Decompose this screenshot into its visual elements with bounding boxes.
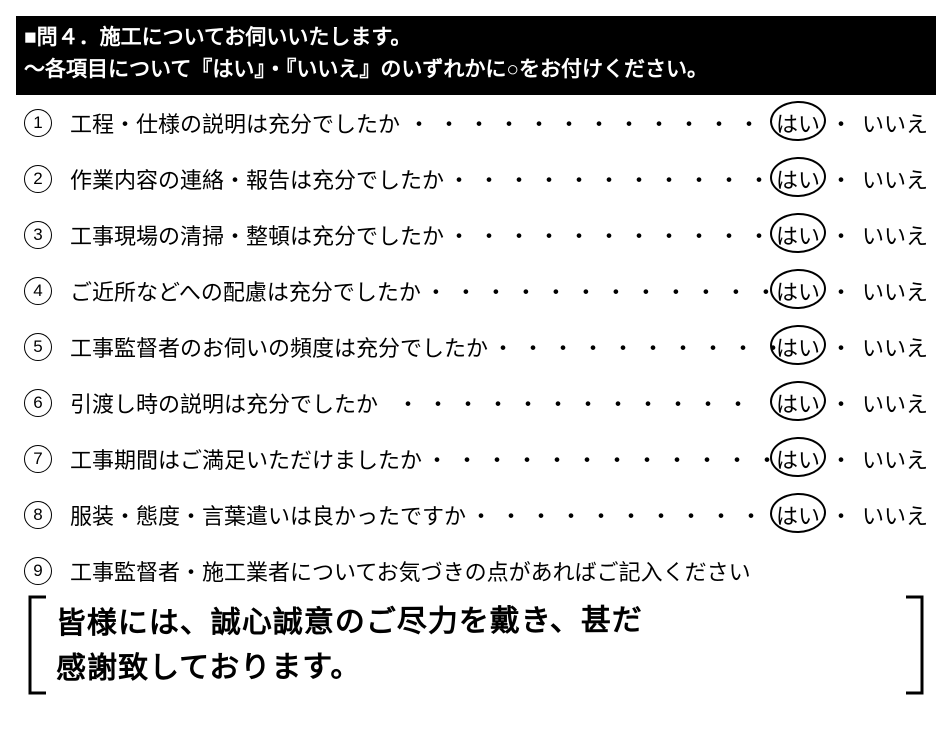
question-text: 作業内容の連絡・報告は充分でしたか: [70, 163, 444, 195]
choice-separator: ・: [830, 219, 852, 251]
header-subtitle: 〜各項目について『はい』・『いいえ』のいずれかに○をお付けください。: [24, 54, 928, 86]
leader-dots: ・・・・・・・・・・・・: [488, 331, 776, 363]
question-text: 工事期間はご満足いただけましたか: [70, 443, 422, 475]
right-bracket-icon: [902, 593, 928, 697]
choice-yes[interactable]: はい: [776, 331, 820, 363]
leader-dots: ・・・・・・・・・・・・: [466, 499, 776, 531]
question-number: 8: [24, 501, 52, 529]
header-title: ■問４．施工についてお伺いいたします。: [24, 22, 928, 54]
choice-yes[interactable]: はい: [776, 499, 820, 531]
choice-separator: ・: [830, 107, 852, 139]
question-row: 5 工事監督者のお伺いの頻度は充分でしたか ・・・・・・・・・・・・ はい ・ …: [24, 331, 928, 363]
choice-no[interactable]: いいえ: [862, 107, 928, 139]
choice-no[interactable]: いいえ: [862, 275, 928, 307]
choice-no[interactable]: いいえ: [862, 331, 928, 363]
comment-box: 皆様には、誠心誠意のご尽力を戴き、甚だ感謝致しております。: [24, 593, 928, 697]
choice-yes[interactable]: はい: [776, 107, 820, 139]
choice-no[interactable]: いいえ: [862, 163, 928, 195]
left-bracket-icon: [24, 593, 50, 697]
leader-dots: ・・・・・・・・・・・・: [378, 387, 776, 419]
choice-separator: ・: [830, 331, 852, 363]
choice-no[interactable]: いいえ: [862, 219, 928, 251]
choice-separator: ・: [830, 163, 852, 195]
leader-dots: ・・・・・・・・・・・・: [400, 107, 776, 139]
choice-yes[interactable]: はい: [776, 163, 820, 195]
question-row: 7 工事期間はご満足いただけましたか ・・・・・・・・・・・・ はい ・ いいえ: [24, 443, 928, 475]
choice-group: はい ・ いいえ: [776, 219, 928, 251]
choice-group: はい ・ いいえ: [776, 275, 928, 307]
question-text: 引渡し時の説明は充分でしたか: [70, 387, 378, 419]
question-number: 3: [24, 221, 52, 249]
choice-no[interactable]: いいえ: [862, 499, 928, 531]
choice-group: はい ・ いいえ: [776, 499, 928, 531]
question-row: 1 工程・仕様の説明は充分でしたか ・・・・・・・・・・・・ はい ・ いいえ: [24, 107, 928, 139]
question-row: 8 服装・態度・言葉遣いは良かったですか ・・・・・・・・・・・・ はい ・ い…: [24, 499, 928, 531]
question-row: 3 工事現場の清掃・整頓は充分でしたか ・・・・・・・・・・・・ はい ・ いい…: [24, 219, 928, 251]
question-text: ご近所などへの配慮は充分でしたか: [70, 275, 421, 307]
leader-dots: ・・・・・・・・・・・・: [444, 219, 776, 251]
choice-group: はい ・ いいえ: [776, 163, 928, 195]
question-number: 4: [24, 277, 52, 305]
question-header: ■問４．施工についてお伺いいたします。 〜各項目について『はい』・『いいえ』のい…: [16, 16, 936, 95]
freeform-question-row: 9 工事監督者・施工業者についてお気づきの点があればご記入ください: [24, 555, 928, 587]
leader-dots: ・・・・・・・・・・・・: [421, 275, 776, 307]
choice-yes[interactable]: はい: [776, 219, 820, 251]
question-list: 1 工程・仕様の説明は充分でしたか ・・・・・・・・・・・・ はい ・ いいえ …: [16, 95, 936, 697]
question-row: 2 作業内容の連絡・報告は充分でしたか ・・・・・・・・・・・・ はい ・ いい…: [24, 163, 928, 195]
question-text: 工程・仕様の説明は充分でしたか: [70, 107, 400, 139]
choice-group: はい ・ いいえ: [776, 443, 928, 475]
question-row: 6 引渡し時の説明は充分でしたか ・・・・・・・・・・・・ はい ・ いいえ: [24, 387, 928, 419]
leader-dots: ・・・・・・・・・・・・: [422, 443, 776, 475]
question-text: 服装・態度・言葉遣いは良かったですか: [70, 499, 466, 531]
question-row: 4 ご近所などへの配慮は充分でしたか ・・・・・・・・・・・・ はい ・ いいえ: [24, 275, 928, 307]
choice-group: はい ・ いいえ: [776, 107, 928, 139]
choice-separator: ・: [830, 275, 852, 307]
choice-yes[interactable]: はい: [776, 387, 820, 419]
question-number: 2: [24, 165, 52, 193]
question-number: 9: [24, 557, 52, 585]
handwritten-comment[interactable]: 皆様には、誠心誠意のご尽力を戴き、甚だ感謝致しております。: [50, 591, 903, 699]
question-number: 5: [24, 333, 52, 361]
question-number: 1: [24, 109, 52, 137]
question-number: 7: [24, 445, 52, 473]
leader-dots: ・・・・・・・・・・・・: [444, 163, 776, 195]
choice-no[interactable]: いいえ: [862, 443, 928, 475]
question-number: 6: [24, 389, 52, 417]
question-text: 工事現場の清掃・整頓は充分でしたか: [70, 219, 444, 251]
choice-yes[interactable]: はい: [776, 275, 820, 307]
choice-separator: ・: [830, 499, 852, 531]
choice-no[interactable]: いいえ: [862, 387, 928, 419]
choice-separator: ・: [830, 443, 852, 475]
freeform-question-text: 工事監督者・施工業者についてお気づきの点があればご記入ください: [70, 555, 751, 587]
choice-separator: ・: [830, 387, 852, 419]
choice-group: はい ・ いいえ: [776, 331, 928, 363]
question-text: 工事監督者のお伺いの頻度は充分でしたか: [70, 331, 488, 363]
choice-group: はい ・ いいえ: [776, 387, 928, 419]
choice-yes[interactable]: はい: [776, 443, 820, 475]
